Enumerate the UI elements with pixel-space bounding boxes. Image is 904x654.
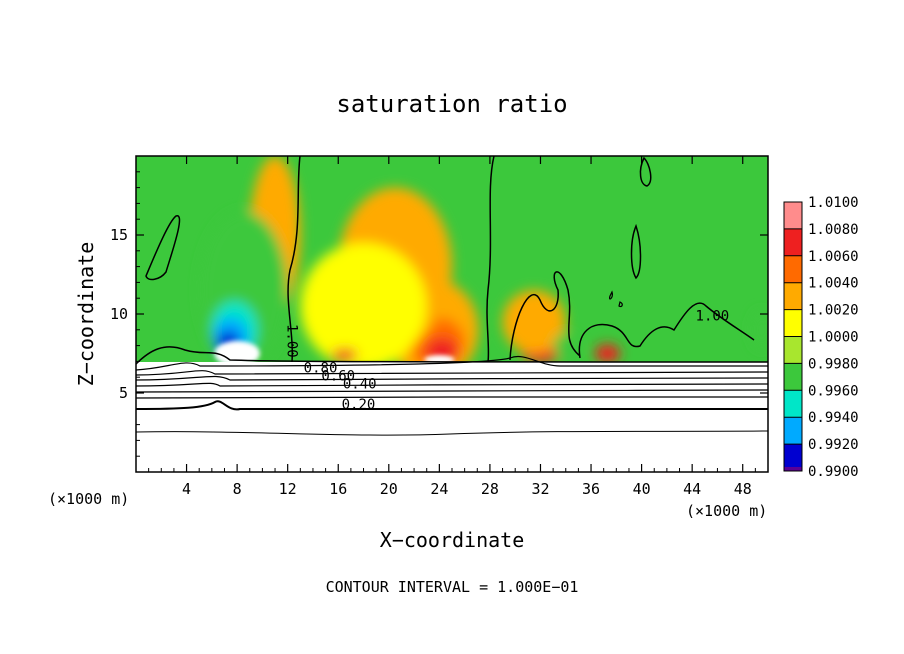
y-axis-label: Z−coordinate (74, 242, 98, 387)
colorbar-swatch (784, 228, 802, 256)
contour-label: 1.00 (696, 308, 730, 324)
colorbar-swatch (784, 202, 802, 229)
contour-line (136, 375, 768, 381)
contour-label: 1.00 (284, 324, 300, 358)
x-tick-label: 48 (734, 480, 752, 498)
colorbar-label: 1.0060 (808, 249, 859, 265)
field-blob (751, 310, 768, 349)
colorbar-label: 1.0020 (808, 303, 859, 319)
y-tick-label: 15 (110, 226, 128, 244)
x-axis-unit-right: (×1000 m) (686, 502, 767, 520)
colorbar-label: 1.0100 (808, 195, 859, 211)
colorbar-label: 1.0040 (808, 276, 859, 292)
colorbar-label: 0.9920 (808, 437, 859, 453)
contour-line (136, 389, 768, 393)
contour-label: 0.40 (343, 376, 377, 392)
colorbar-label: 0.9980 (808, 356, 859, 372)
contour-line (136, 382, 768, 387)
contour-line (136, 400, 768, 411)
contour-line (509, 271, 581, 361)
contour-label: 0.20 (342, 397, 376, 413)
colorbar-label: 1.0000 (808, 330, 859, 346)
contour-line (486, 156, 495, 363)
field-blob (553, 332, 579, 359)
x-tick-label: 24 (430, 480, 448, 498)
contour-lines (136, 156, 768, 436)
plot-area (136, 156, 768, 472)
contour-line (145, 215, 181, 281)
contour-line (578, 302, 755, 359)
x-tick-label: 16 (329, 480, 347, 498)
colorbar-label: 1.0080 (808, 222, 859, 238)
contour-interval-note: CONTOUR INTERVAL = 1.000E−01 (326, 578, 579, 596)
x-tick-label: 36 (582, 480, 600, 498)
contour-line (609, 290, 623, 308)
x-tick-label: 32 (531, 480, 549, 498)
colorbar-swatch (784, 336, 802, 364)
colorbar-swatch (784, 363, 802, 391)
colorbar-swatch (784, 282, 802, 310)
contour-line (136, 356, 768, 371)
colorbar: 1.0100 1.0080 1.0060 1.0040 1.0020 1.0000 0.99… (783, 195, 859, 480)
y-axis-ticks: 5 10 15 (110, 171, 768, 457)
contour-line (136, 346, 768, 365)
y-tick-label: 5 (119, 384, 128, 402)
contour-line (136, 430, 768, 436)
x-tick-label: 44 (683, 480, 701, 498)
contour-label: 0.60 (321, 368, 355, 384)
x-tick-label: 8 (233, 480, 242, 498)
x-tick-label: 28 (481, 480, 499, 498)
colorbar-swatch (784, 466, 802, 471)
x-axis-ticks: 4 8 12 16 20 24 28 32 36 40 44 48 (148, 156, 756, 498)
contour-line (630, 223, 642, 280)
field-blob (331, 348, 358, 362)
x-tick-label: 20 (380, 480, 398, 498)
contour-line (136, 396, 768, 399)
contour-labels: 1.000.800.600.400.201.00 (284, 308, 730, 412)
colorbar-swatch (784, 417, 802, 445)
field-blob (502, 290, 566, 354)
colorbar-swatch (784, 255, 802, 283)
field-blob (594, 344, 621, 363)
colorbar-label: 0.9940 (808, 410, 859, 426)
colorbar-label: 0.9960 (808, 383, 859, 399)
field-blob (300, 242, 427, 370)
chart-title: saturation ratio (336, 90, 567, 118)
colorbar-swatch (784, 444, 802, 471)
x-tick-label: 40 (633, 480, 651, 498)
colorbar-label: 0.9900 (808, 464, 859, 480)
y-tick-label: 10 (110, 305, 128, 323)
contour-line (287, 156, 301, 363)
x-tick-label: 12 (279, 480, 297, 498)
x-tick-label: 4 (182, 480, 191, 498)
contour-label: 0.80 (304, 360, 338, 376)
contour-line (639, 156, 652, 187)
colorbar-swatch (784, 309, 802, 337)
x-axis-label: X−coordinate (380, 528, 525, 552)
colorbar-swatch (784, 390, 802, 418)
x-axis-unit-left: (×1000 m) (48, 490, 129, 508)
